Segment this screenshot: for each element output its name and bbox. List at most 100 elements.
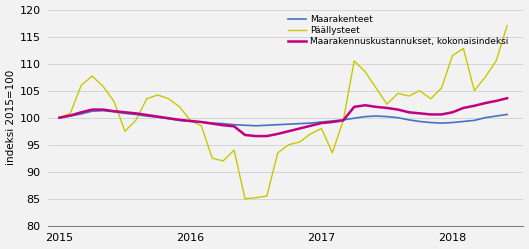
- Maarakennuskustannukset, kokonaisindeksi: [362, 104, 368, 107]
- Päällysteet: [460, 47, 467, 50]
- Maarakennuskustannukset, kokonaisindeksi: [231, 125, 238, 128]
- Maarakennuskustannukset, kokonaisindeksi: [154, 115, 161, 118]
- Maarakennuskustannukset, kokonaisindeksi: [416, 112, 423, 115]
- Maarakenteet: [275, 123, 281, 126]
- Maarakenteet: [395, 116, 401, 119]
- Päällysteet: [296, 140, 303, 143]
- Päällysteet: [329, 151, 335, 154]
- Maarakennuskustannukset, kokonaisindeksi: [242, 133, 248, 136]
- Päällysteet: [67, 112, 74, 115]
- Päällysteet: [384, 103, 390, 106]
- Maarakenteet: [89, 110, 95, 113]
- Maarakenteet: [176, 119, 183, 122]
- Maarakennuskustannukset, kokonaisindeksi: [384, 107, 390, 110]
- Maarakenteet: [220, 122, 226, 125]
- Maarakenteet: [362, 115, 368, 118]
- Päällysteet: [351, 60, 358, 62]
- Maarakennuskustannukset, kokonaisindeksi: [373, 105, 379, 108]
- Maarakennuskustannukset, kokonaisindeksi: [111, 110, 117, 113]
- Line: Päällysteet: Päällysteet: [59, 26, 507, 199]
- Maarakennuskustannukset, kokonaisindeksi: [220, 124, 226, 127]
- Päällysteet: [395, 92, 401, 95]
- Maarakennuskustannukset, kokonaisindeksi: [439, 113, 445, 116]
- Maarakenteet: [373, 115, 379, 118]
- Maarakennuskustannukset, kokonaisindeksi: [318, 122, 325, 124]
- Maarakenteet: [504, 113, 510, 116]
- Maarakenteet: [329, 120, 335, 123]
- Päällysteet: [133, 119, 139, 122]
- Maarakennuskustannukset, kokonaisindeksi: [449, 111, 455, 114]
- Maarakennuskustannukset, kokonaisindeksi: [286, 130, 292, 133]
- Päällysteet: [318, 127, 325, 130]
- Maarakennuskustannukset, kokonaisindeksi: [351, 105, 358, 108]
- Maarakennuskustannukset, kokonaisindeksi: [187, 120, 194, 123]
- Maarakennuskustannukset, kokonaisindeksi: [209, 122, 215, 125]
- Maarakennuskustannukset, kokonaisindeksi: [122, 111, 128, 114]
- Päällysteet: [100, 85, 106, 88]
- Päällysteet: [198, 124, 205, 127]
- Maarakenteet: [263, 124, 270, 127]
- Päällysteet: [122, 130, 128, 133]
- Maarakenteet: [154, 116, 161, 119]
- Maarakennuskustannukset, kokonaisindeksi: [307, 124, 314, 127]
- Päällysteet: [209, 157, 215, 160]
- Maarakenteet: [384, 115, 390, 118]
- Maarakennuskustannukset, kokonaisindeksi: [133, 112, 139, 115]
- Päällysteet: [253, 196, 259, 199]
- Maarakenteet: [471, 119, 478, 122]
- Maarakennuskustannukset, kokonaisindeksi: [263, 134, 270, 137]
- Maarakennuskustannukset, kokonaisindeksi: [89, 108, 95, 111]
- Maarakenteet: [351, 117, 358, 120]
- Maarakennuskustannukset, kokonaisindeksi: [427, 113, 434, 116]
- Päällysteet: [493, 60, 499, 62]
- Päällysteet: [143, 97, 150, 100]
- Päällysteet: [275, 151, 281, 154]
- Maarakenteet: [166, 117, 172, 120]
- Maarakennuskustannukset, kokonaisindeksi: [406, 111, 412, 114]
- Päällysteet: [340, 119, 346, 122]
- Päällysteet: [482, 76, 488, 79]
- Maarakennuskustannukset, kokonaisindeksi: [329, 121, 335, 124]
- Päällysteet: [166, 97, 172, 100]
- Maarakennuskustannukset, kokonaisindeksi: [67, 114, 74, 117]
- Maarakennuskustannukset, kokonaisindeksi: [198, 121, 205, 124]
- Päällysteet: [286, 143, 292, 146]
- Päällysteet: [111, 100, 117, 103]
- Maarakennuskustannukset, kokonaisindeksi: [482, 102, 488, 105]
- Maarakennuskustannukset, kokonaisindeksi: [493, 99, 499, 102]
- Maarakennuskustannukset, kokonaisindeksi: [176, 118, 183, 121]
- Maarakenteet: [286, 123, 292, 126]
- Legend: Maarakenteet, Päällysteet, Maarakennuskustannukset, kokonaisindeksi: Maarakenteet, Päällysteet, Maarakennusku…: [284, 11, 512, 50]
- Maarakennuskustannukset, kokonaisindeksi: [275, 132, 281, 135]
- Päällysteet: [449, 54, 455, 57]
- Maarakenteet: [198, 121, 205, 124]
- Päällysteet: [373, 86, 379, 89]
- Päällysteet: [231, 149, 238, 152]
- Päällysteet: [78, 84, 85, 87]
- Maarakennuskustannukset, kokonaisindeksi: [78, 111, 85, 114]
- Maarakenteet: [187, 120, 194, 123]
- Maarakennuskustannukset, kokonaisindeksi: [56, 116, 62, 119]
- Maarakenteet: [296, 122, 303, 125]
- Maarakenteet: [340, 118, 346, 121]
- Päällysteet: [89, 74, 95, 77]
- Maarakenteet: [439, 122, 445, 124]
- Maarakennuskustannukset, kokonaisindeksi: [460, 107, 467, 110]
- Päällysteet: [176, 105, 183, 108]
- Y-axis label: indeksi 2015=100: indeksi 2015=100: [6, 70, 15, 165]
- Maarakenteet: [460, 120, 467, 123]
- Maarakenteet: [406, 118, 412, 121]
- Maarakennuskustannukset, kokonaisindeksi: [253, 134, 259, 137]
- Päällysteet: [242, 197, 248, 200]
- Maarakenteet: [449, 121, 455, 124]
- Maarakenteet: [133, 113, 139, 116]
- Maarakenteet: [100, 109, 106, 112]
- Maarakenteet: [78, 112, 85, 115]
- Päällysteet: [406, 95, 412, 98]
- Päällysteet: [362, 70, 368, 73]
- Päällysteet: [504, 24, 510, 27]
- Maarakenteet: [143, 115, 150, 118]
- Maarakenteet: [67, 115, 74, 118]
- Maarakenteet: [307, 122, 314, 124]
- Maarakenteet: [209, 122, 215, 124]
